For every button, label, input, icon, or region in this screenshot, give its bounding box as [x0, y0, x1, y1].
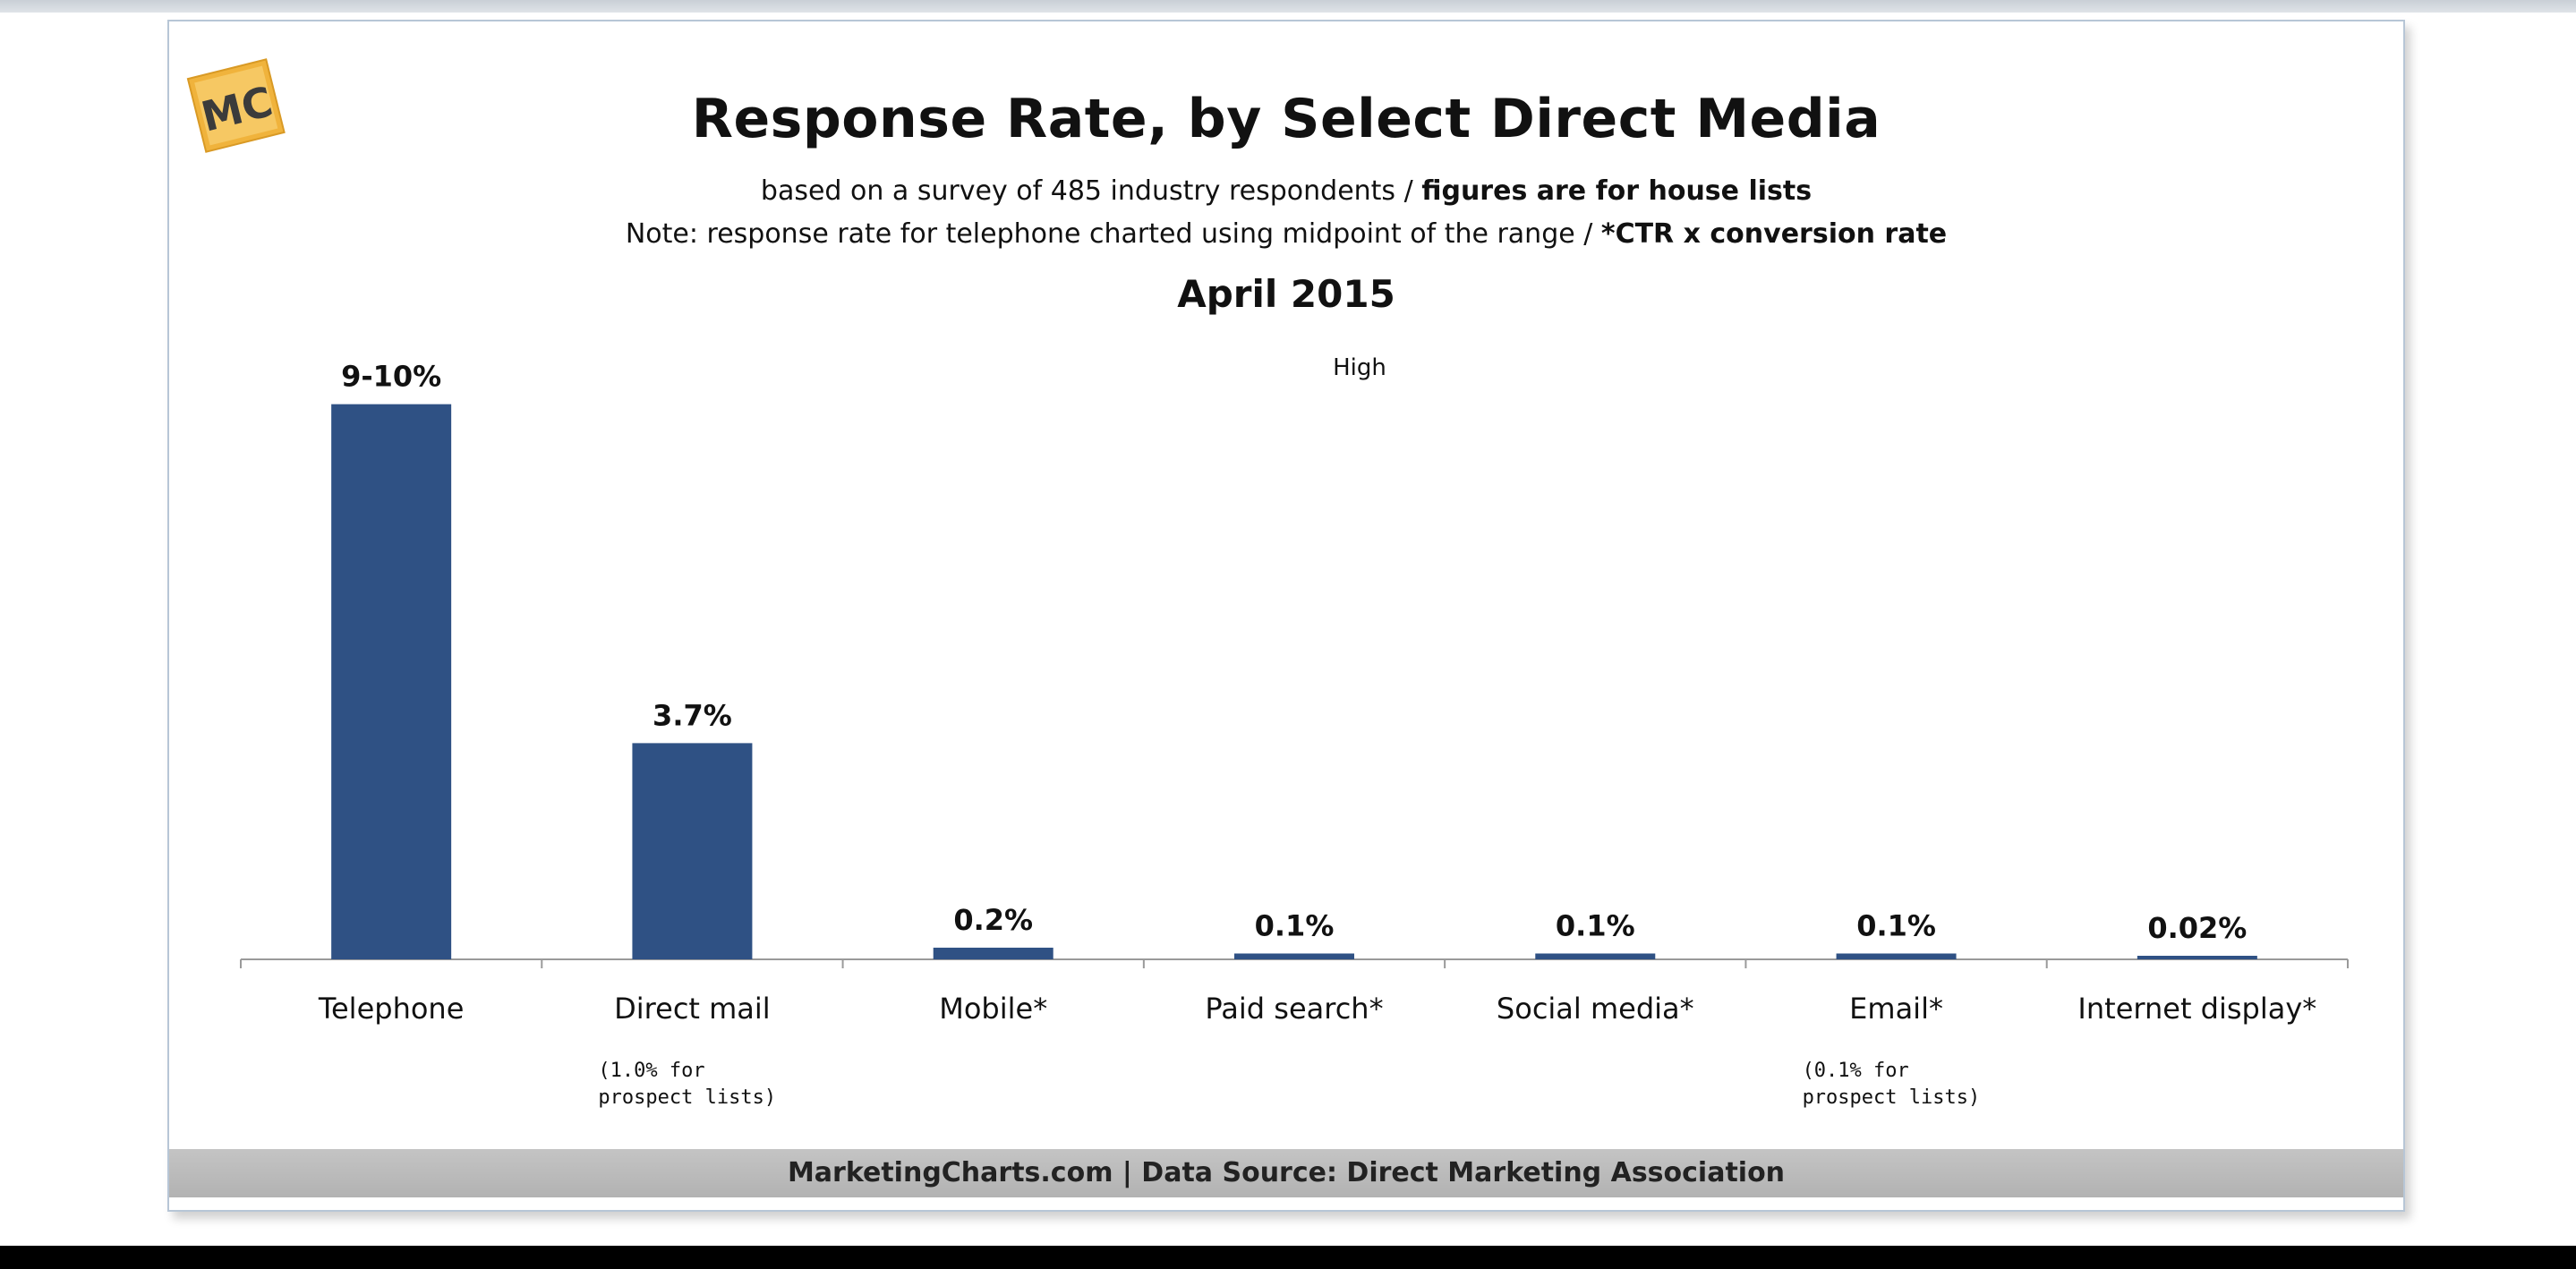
x-tick-label: Email* [1849, 992, 1943, 1026]
bar-value-label: 0.02% [2147, 911, 2247, 945]
x-tick-label: Paid search* [1205, 992, 1383, 1026]
x-tick-label: Direct mail [614, 992, 771, 1026]
chart-subtitle: based on a survey of 485 industry respon… [169, 175, 2403, 207]
bottom-bar [0, 1246, 2576, 1269]
bar [632, 743, 753, 959]
chart-note: Note: response rate for telephone charte… [169, 218, 2403, 250]
note-plain: Note: response rate for telephone charte… [625, 218, 1601, 250]
category-note: (0.1% for prospect lists) [1803, 1058, 1981, 1111]
bar [331, 404, 452, 959]
bar-value-label: 0.1% [1856, 908, 1936, 942]
subtitle-bold: figures are for house lists [1421, 175, 1813, 207]
bar-value-label: 0.1% [1255, 908, 1335, 942]
x-tick-label: Telephone [318, 992, 465, 1026]
category-note-line: (0.1% for [1802, 1060, 1909, 1082]
marketingcharts-logo: MC [183, 54, 289, 159]
bar-value-label: 0.1% [1556, 908, 1635, 942]
x-tick-label: Internet display* [2077, 992, 2316, 1026]
category-note: (1.0% for prospect lists) [598, 1058, 776, 1111]
bar-value-label: 0.2% [953, 903, 1033, 937]
footer-edge [169, 1197, 2403, 1210]
category-note-line: prospect lists) [1802, 1086, 1981, 1109]
subtitle-plain: based on a survey of 485 industry respon… [760, 175, 1422, 207]
note-bold: *CTR x conversion rate [1600, 218, 1948, 250]
bar [933, 947, 1053, 959]
top-strip [0, 0, 2576, 13]
bar-value-label: 9-10% [341, 360, 441, 394]
category-note-line: (1.0% for [598, 1060, 705, 1082]
chart-footer: MarketingCharts.com | Data Source: Direc… [169, 1149, 2403, 1197]
bar [1234, 953, 1354, 959]
bar [1836, 953, 1957, 959]
x-tick-label: Social media* [1497, 992, 1694, 1026]
bar-value-label: 3.7% [653, 698, 732, 732]
bar [1535, 953, 1656, 959]
chart-title: Response Rate, by Select Direct Media [691, 88, 1881, 150]
chart-date: April 2015 [1177, 272, 1395, 316]
category-note-line: prospect lists) [598, 1086, 777, 1109]
x-tick-label: Mobile* [939, 992, 1047, 1026]
chart-frame: MC Response Rate, by Select Direct Media… [167, 20, 2405, 1212]
chart-plot: 9-10% Telephone 3.7% Direct mail 0.2% Mobile*… [240, 360, 2349, 1026]
legend-label: High [1333, 354, 1386, 381]
bar [2137, 956, 2257, 959]
